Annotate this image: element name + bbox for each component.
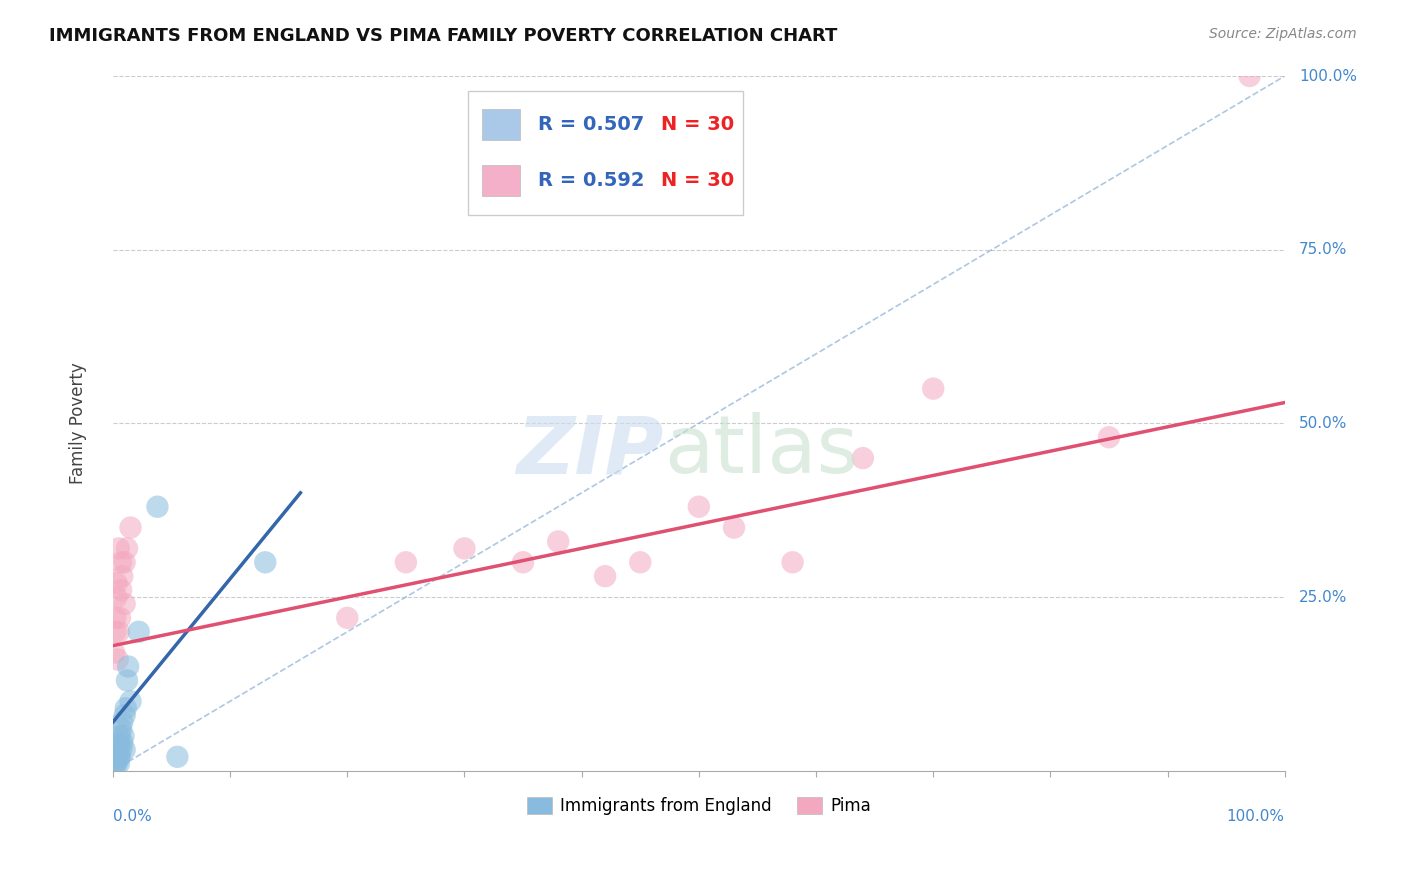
Point — [110, 722, 132, 736]
Text: R = 0.592: R = 0.592 — [538, 170, 645, 190]
Point — [105, 590, 128, 604]
Point — [110, 583, 132, 598]
Point — [114, 555, 136, 569]
Legend: Immigrants from England, Pima: Immigrants from England, Pima — [520, 790, 877, 822]
Point — [105, 743, 128, 757]
Point — [107, 756, 129, 771]
Point — [115, 673, 138, 688]
Point — [104, 624, 127, 639]
Point — [852, 451, 875, 466]
Point — [112, 729, 135, 743]
Point — [688, 500, 710, 514]
Text: IMMIGRANTS FROM ENGLAND VS PIMA FAMILY POVERTY CORRELATION CHART: IMMIGRANTS FROM ENGLAND VS PIMA FAMILY P… — [49, 27, 838, 45]
Point — [453, 541, 475, 556]
Point — [336, 611, 359, 625]
Point — [103, 756, 125, 771]
Text: R = 0.507: R = 0.507 — [538, 115, 644, 134]
Point — [111, 736, 134, 750]
Point — [114, 743, 136, 757]
Point — [107, 743, 129, 757]
Point — [108, 729, 131, 743]
Text: Source: ZipAtlas.com: Source: ZipAtlas.com — [1209, 27, 1357, 41]
Point — [922, 382, 945, 396]
Point — [547, 534, 569, 549]
FancyBboxPatch shape — [468, 91, 744, 215]
Point — [105, 576, 128, 591]
Point — [128, 624, 150, 639]
Point — [115, 541, 138, 556]
Text: N = 30: N = 30 — [661, 170, 734, 190]
Point — [107, 736, 129, 750]
Point — [105, 749, 128, 764]
Point — [110, 555, 132, 569]
FancyBboxPatch shape — [482, 110, 520, 140]
Point — [105, 756, 128, 771]
Point — [114, 701, 136, 715]
Point — [117, 659, 139, 673]
Text: 0.0%: 0.0% — [112, 809, 152, 824]
Point — [104, 743, 127, 757]
Point — [107, 652, 129, 666]
Point — [1239, 69, 1261, 83]
Text: 25.0%: 25.0% — [1299, 590, 1347, 605]
FancyBboxPatch shape — [482, 165, 520, 195]
Point — [108, 611, 131, 625]
Point — [103, 749, 125, 764]
Point — [512, 555, 534, 569]
Point — [108, 749, 131, 764]
Text: Family Poverty: Family Poverty — [69, 362, 87, 484]
Point — [107, 749, 129, 764]
Point — [107, 749, 129, 764]
Point — [723, 520, 745, 534]
Point — [114, 708, 136, 723]
Point — [104, 756, 127, 771]
Text: atlas: atlas — [664, 412, 858, 490]
Point — [107, 541, 129, 556]
Text: 100.0%: 100.0% — [1299, 69, 1357, 84]
Text: 75.0%: 75.0% — [1299, 243, 1347, 257]
Point — [103, 646, 125, 660]
Point — [104, 749, 127, 764]
Point — [104, 611, 127, 625]
Text: 50.0%: 50.0% — [1299, 416, 1347, 431]
Point — [146, 500, 169, 514]
Point — [593, 569, 616, 583]
Point — [254, 555, 277, 569]
Point — [782, 555, 804, 569]
Point — [111, 715, 134, 730]
Point — [166, 749, 188, 764]
Text: ZIP: ZIP — [516, 412, 664, 490]
Point — [107, 624, 129, 639]
Text: 100.0%: 100.0% — [1227, 809, 1285, 824]
Point — [110, 743, 132, 757]
Text: N = 30: N = 30 — [661, 115, 734, 134]
Point — [111, 569, 134, 583]
Point — [120, 694, 142, 708]
Point — [114, 597, 136, 611]
Point — [120, 520, 142, 534]
Point — [395, 555, 418, 569]
Point — [628, 555, 651, 569]
Point — [1098, 430, 1121, 444]
